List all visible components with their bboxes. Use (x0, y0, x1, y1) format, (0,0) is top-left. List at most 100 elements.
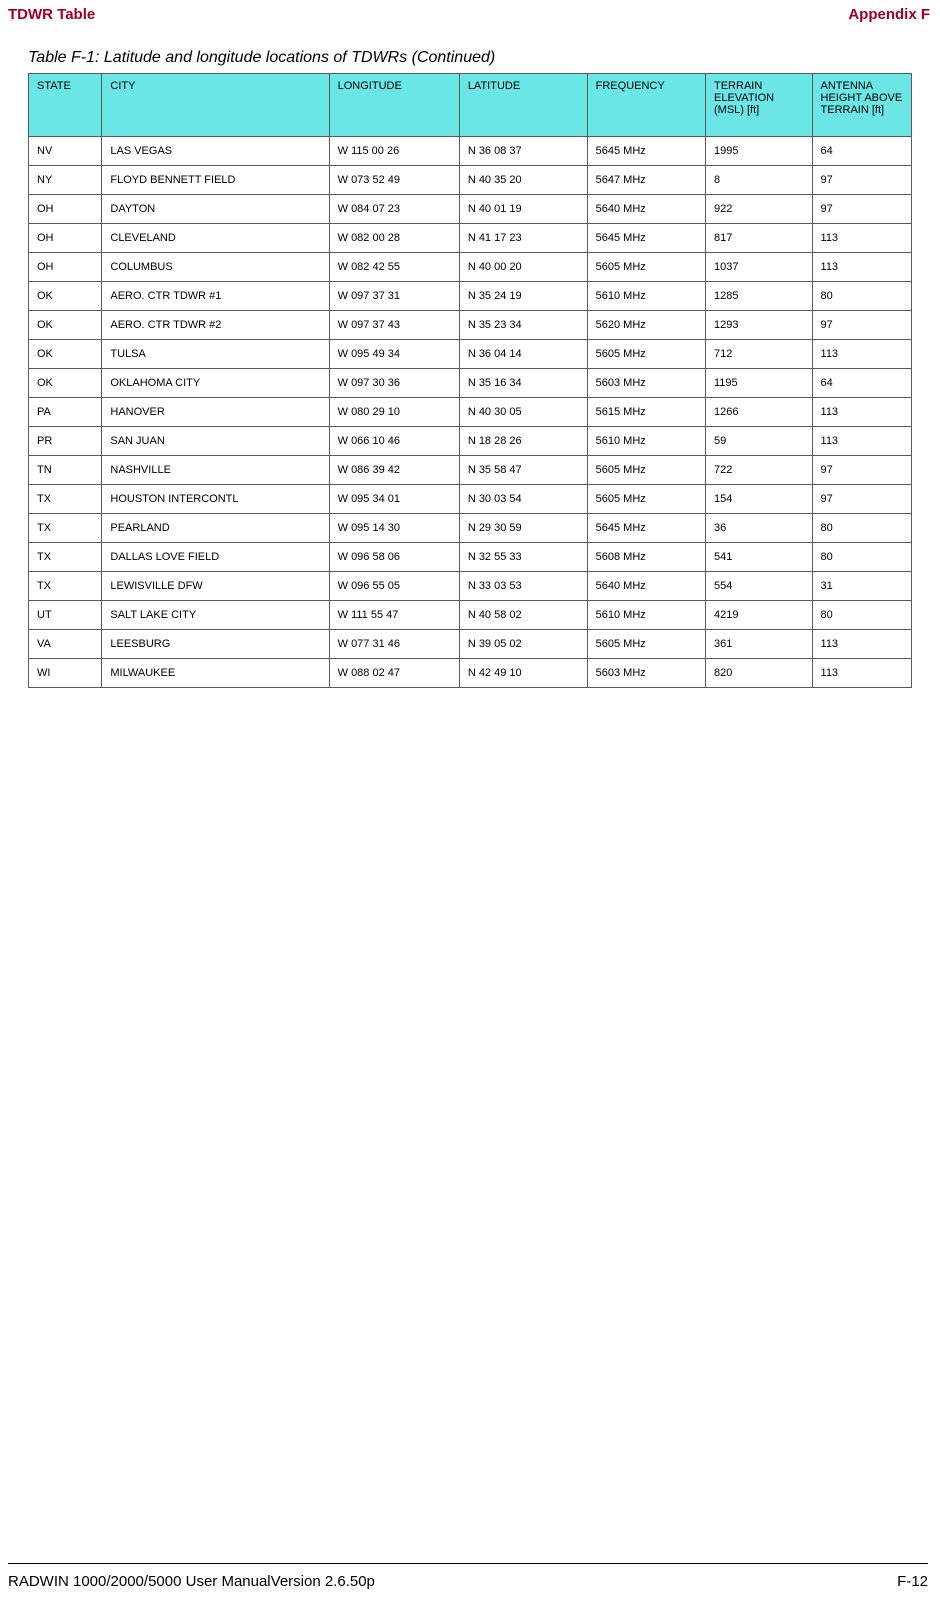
cell: 97 (812, 166, 911, 195)
cell: N 18 28 26 (459, 427, 587, 456)
table-row: NVLAS VEGASW 115 00 26N 36 08 375645 MHz… (29, 137, 912, 166)
cell: OKLAHOMA CITY (102, 369, 329, 398)
cell: TX (29, 514, 102, 543)
cell: 5645 MHz (587, 514, 705, 543)
cell: 4219 (706, 601, 813, 630)
table-row: UTSALT LAKE CITYW 111 55 47N 40 58 02561… (29, 601, 912, 630)
cell: 97 (812, 485, 911, 514)
page-header: TDWR Table Appendix F (0, 0, 940, 27)
cell: AERO. CTR TDWR #1 (102, 282, 329, 311)
table-row: OHCLEVELANDW 082 00 28N 41 17 235645 MHz… (29, 224, 912, 253)
cell: 5605 MHz (587, 630, 705, 659)
cell: N 35 24 19 (459, 282, 587, 311)
cell: 5610 MHz (587, 601, 705, 630)
header-left: TDWR Table (8, 6, 95, 23)
cell: 36 (706, 514, 813, 543)
cell: TN (29, 456, 102, 485)
cell: W 097 37 31 (329, 282, 459, 311)
col-latitude: LATITUDE (459, 74, 587, 137)
cell: 922 (706, 195, 813, 224)
cell: N 35 58 47 (459, 456, 587, 485)
cell: 80 (812, 282, 911, 311)
footer-right: F-12 (897, 1573, 928, 1590)
cell: W 115 00 26 (329, 137, 459, 166)
cell: 5640 MHz (587, 572, 705, 601)
table-row: OKOKLAHOMA CITYW 097 30 36N 35 16 345603… (29, 369, 912, 398)
cell: 1195 (706, 369, 813, 398)
cell: N 32 55 33 (459, 543, 587, 572)
cell: 5620 MHz (587, 311, 705, 340)
cell: NY (29, 166, 102, 195)
cell: SAN JUAN (102, 427, 329, 456)
table-row: TNNASHVILLEW 086 39 42N 35 58 475605 MHz… (29, 456, 912, 485)
cell: UT (29, 601, 102, 630)
col-longitude: LONGITUDE (329, 74, 459, 137)
cell: N 40 58 02 (459, 601, 587, 630)
cell: W 095 34 01 (329, 485, 459, 514)
cell: 64 (812, 137, 911, 166)
table-row: OKTULSAW 095 49 34N 36 04 145605 MHz7121… (29, 340, 912, 369)
table-header-row: STATE CITY LONGITUDE LATITUDE FREQUENCY … (29, 74, 912, 137)
cell: 361 (706, 630, 813, 659)
cell: SALT LAKE CITY (102, 601, 329, 630)
cell: 1037 (706, 253, 813, 282)
cell: 712 (706, 340, 813, 369)
cell: W 082 42 55 (329, 253, 459, 282)
cell: 31 (812, 572, 911, 601)
cell: W 084 07 23 (329, 195, 459, 224)
cell: 5645 MHz (587, 224, 705, 253)
cell: N 36 08 37 (459, 137, 587, 166)
cell: N 40 01 19 (459, 195, 587, 224)
col-elevation: TERRAIN ELEVATION (MSL) [ft] (706, 74, 813, 137)
cell: 113 (812, 224, 911, 253)
cell: N 39 05 02 (459, 630, 587, 659)
table-row: NYFLOYD BENNETT FIELDW 073 52 49N 40 35 … (29, 166, 912, 195)
cell: VA (29, 630, 102, 659)
cell: W 096 55 05 (329, 572, 459, 601)
cell: HANOVER (102, 398, 329, 427)
cell: 5605 MHz (587, 340, 705, 369)
cell: 97 (812, 456, 911, 485)
cell: 1293 (706, 311, 813, 340)
cell: 817 (706, 224, 813, 253)
cell: OH (29, 195, 102, 224)
cell: W 082 00 28 (329, 224, 459, 253)
cell: 64 (812, 369, 911, 398)
cell: 1266 (706, 398, 813, 427)
cell: LAS VEGAS (102, 137, 329, 166)
page-content: Table F-1: Latitude and longitude locati… (0, 27, 940, 688)
cell: PEARLAND (102, 514, 329, 543)
cell: W 066 10 46 (329, 427, 459, 456)
col-antenna: ANTENNA HEIGHT ABOVE TERRAIN [ft] (812, 74, 911, 137)
cell: TX (29, 485, 102, 514)
table-row: PRSAN JUANW 066 10 46N 18 28 265610 MHz5… (29, 427, 912, 456)
cell: 113 (812, 630, 911, 659)
cell: TULSA (102, 340, 329, 369)
cell: N 40 35 20 (459, 166, 587, 195)
cell: 5645 MHz (587, 137, 705, 166)
table-row: TXHOUSTON INTERCONTLW 095 34 01N 30 03 5… (29, 485, 912, 514)
cell: MILWAUKEE (102, 659, 329, 688)
table-caption: Table F-1: Latitude and longitude locati… (28, 49, 912, 67)
cell: N 33 03 53 (459, 572, 587, 601)
table-row: OKAERO. CTR TDWR #2W 097 37 43N 35 23 34… (29, 311, 912, 340)
cell: N 35 16 34 (459, 369, 587, 398)
cell: CLEVELAND (102, 224, 329, 253)
table-body: NVLAS VEGASW 115 00 26N 36 08 375645 MHz… (29, 137, 912, 688)
cell: W 088 02 47 (329, 659, 459, 688)
cell: 554 (706, 572, 813, 601)
cell: OK (29, 340, 102, 369)
cell: 5605 MHz (587, 456, 705, 485)
table-row: PAHANOVERW 080 29 10N 40 30 055615 MHz12… (29, 398, 912, 427)
cell: W 095 14 30 (329, 514, 459, 543)
cell: N 42 49 10 (459, 659, 587, 688)
cell: AERO. CTR TDWR #2 (102, 311, 329, 340)
cell: W 073 52 49 (329, 166, 459, 195)
cell: DAYTON (102, 195, 329, 224)
cell: 113 (812, 398, 911, 427)
cell: W 097 37 43 (329, 311, 459, 340)
cell: N 40 30 05 (459, 398, 587, 427)
cell: W 097 30 36 (329, 369, 459, 398)
cell: 59 (706, 427, 813, 456)
table-row: OKAERO. CTR TDWR #1W 097 37 31N 35 24 19… (29, 282, 912, 311)
